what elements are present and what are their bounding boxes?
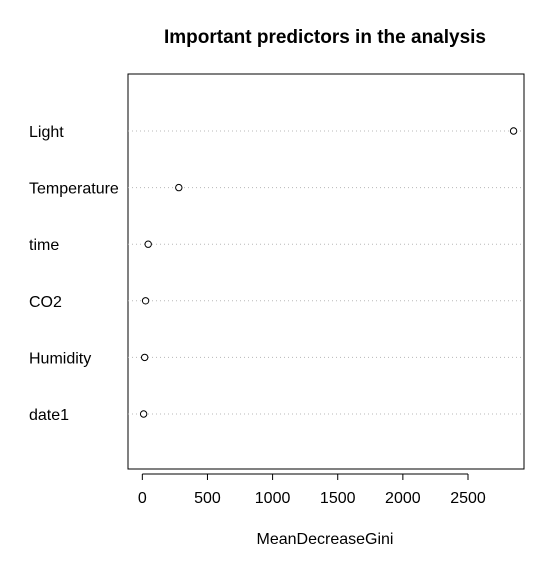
category-label: Light bbox=[29, 124, 64, 141]
category-label: time bbox=[29, 237, 59, 254]
data-point bbox=[140, 353, 149, 362]
x-tick-label: 2500 bbox=[450, 490, 486, 507]
chart-title: Important predictors in the analysis bbox=[164, 27, 486, 48]
x-axis: 0 500 1000 1500 2000 2500 bbox=[138, 473, 486, 507]
x-tick-label: 1000 bbox=[255, 490, 291, 507]
category-label: Temperature bbox=[29, 181, 119, 198]
category-label: date1 bbox=[29, 407, 69, 424]
data-point bbox=[175, 183, 183, 192]
row-guide-lines bbox=[128, 130, 524, 415]
x-axis-title: MeanDecreaseGini bbox=[257, 531, 394, 548]
data-point bbox=[144, 240, 152, 248]
category-label: CO2 bbox=[29, 294, 62, 311]
x-tick-label: 2000 bbox=[385, 490, 421, 507]
data-point bbox=[509, 127, 518, 135]
category-labels: Light Temperature time CO2 Humidity date1 bbox=[29, 124, 119, 424]
data-point bbox=[139, 410, 148, 418]
plot-frame bbox=[127, 73, 525, 470]
x-tick-label: 500 bbox=[194, 490, 221, 507]
data-point bbox=[141, 297, 150, 305]
data-points bbox=[139, 127, 518, 418]
x-tick-label: 1500 bbox=[320, 490, 356, 507]
category-label: Humidity bbox=[29, 350, 91, 367]
x-tick-label: 0 bbox=[138, 490, 147, 507]
